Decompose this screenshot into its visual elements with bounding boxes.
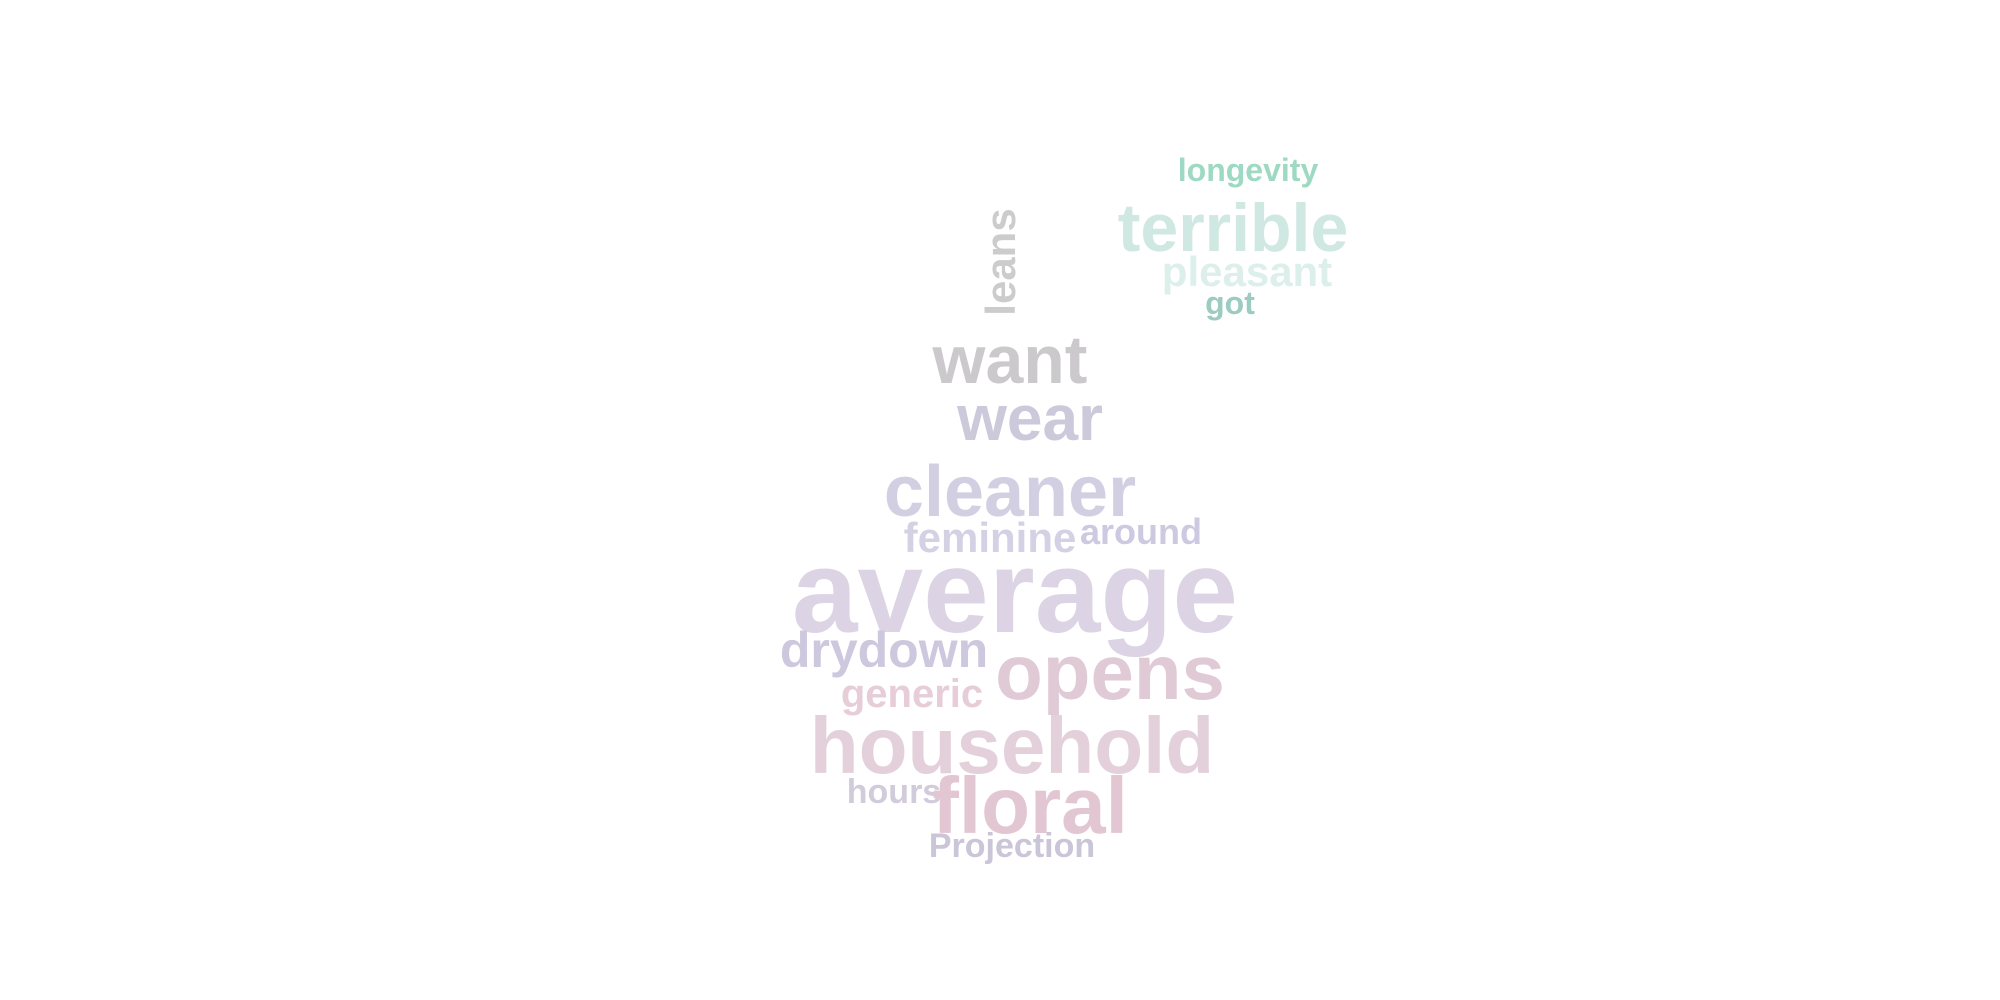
word-cleaner: cleaner <box>883 452 1137 532</box>
word-around: around <box>1080 511 1202 552</box>
word-got: got <box>1205 285 1255 321</box>
word-generic: generic <box>840 672 984 716</box>
word-hours: hours <box>846 773 942 811</box>
word-floral: floral <box>932 761 1128 850</box>
word-household: household <box>809 701 1215 790</box>
word-want: want <box>932 322 1088 398</box>
word-wear: wear <box>957 382 1103 454</box>
word-projection: Projection <box>928 827 1096 865</box>
word-pleasant: pleasant <box>1161 248 1333 295</box>
word-opens: opens <box>995 628 1225 716</box>
word-average: average <box>791 526 1239 658</box>
word-feminine: feminine <box>903 514 1077 561</box>
word-terrible: terrible <box>1117 190 1349 266</box>
word-leans: leans <box>977 208 1024 316</box>
word-longevity: longevity <box>1177 152 1319 188</box>
word-drydown: drydown <box>779 622 989 678</box>
